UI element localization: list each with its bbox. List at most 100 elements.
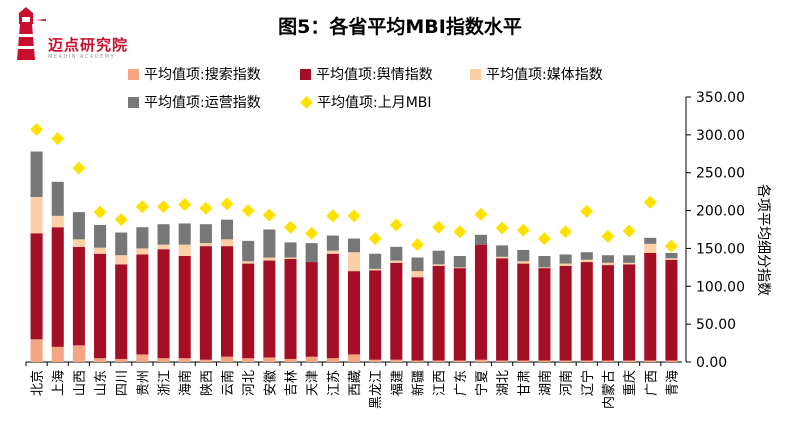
- bar-segment-operation: [178, 223, 191, 245]
- mbi-diamond-marker: [93, 205, 107, 219]
- bar-segment-search: [369, 359, 382, 362]
- x-tick-label: 云南: [220, 370, 236, 396]
- mbi-diamond-marker: [199, 201, 213, 215]
- bar-segment-operation: [115, 232, 128, 256]
- bar-segment-sentiment: [432, 265, 445, 361]
- bar-segment-sentiment: [496, 258, 509, 361]
- bar-segment-sentiment: [580, 262, 593, 361]
- mbi-diamond-marker: [559, 225, 573, 239]
- bar-segment-sentiment: [157, 249, 170, 359]
- mbi-diamond-marker: [30, 123, 44, 137]
- bar-segment-media: [623, 262, 636, 265]
- bar-segment-sentiment: [665, 259, 678, 361]
- bar-segment-operation: [538, 256, 551, 268]
- bar-segment-search: [136, 354, 149, 362]
- bar-segment-sentiment: [347, 271, 361, 355]
- bar-segment-search: [72, 345, 85, 362]
- y-tick-label: 250.00: [696, 166, 745, 182]
- bar-segment-search: [326, 358, 339, 362]
- x-tick-label: 山西: [73, 370, 88, 396]
- legend-swatch-operation: [128, 96, 139, 108]
- x-tick-label: 贵州: [136, 370, 151, 396]
- bar-segment-sentiment: [136, 254, 149, 355]
- bar-segment-media: [30, 196, 43, 234]
- bar-segment-operation: [263, 229, 276, 258]
- mbi-diamond-marker: [664, 239, 678, 253]
- bar-segment-media: [665, 258, 678, 260]
- y-tick-label: 100.00: [696, 279, 745, 295]
- bar-segment-sentiment: [517, 263, 530, 361]
- legend-label-sentiment: 平均值项:舆情指数: [316, 67, 433, 83]
- mbi-diamond-marker: [410, 238, 424, 252]
- bar-segment-sentiment: [242, 263, 255, 359]
- mbi-diamond-marker: [305, 226, 319, 240]
- bar-segment-operation: [221, 219, 234, 240]
- bar-segment-media: [390, 260, 403, 263]
- mbi-diamond-marker: [135, 200, 149, 214]
- x-tick-label: 黑龙江: [369, 370, 384, 409]
- bar-segment-sentiment: [178, 256, 191, 359]
- x-tick-label: 浙江: [158, 370, 173, 396]
- bar-segment-operation: [390, 246, 403, 261]
- bar-segment-search: [242, 358, 255, 362]
- mbi-diamond-marker: [432, 220, 446, 234]
- mbi-diamond-marker: [326, 209, 340, 223]
- bar-segment-media: [199, 243, 212, 247]
- bar-segment-sentiment: [305, 262, 318, 357]
- bar-segment-operation: [601, 255, 614, 263]
- bar-segment-search: [347, 354, 361, 362]
- bar-segment-sentiment: [369, 270, 382, 360]
- mbi-diamond-marker: [453, 225, 467, 239]
- bar-segment-media: [178, 244, 191, 256]
- x-tick-label: 广西: [644, 370, 659, 396]
- bar-segment-operation: [369, 253, 382, 269]
- x-tick-label: 广东: [454, 370, 469, 396]
- bar-segment-operation: [242, 240, 255, 262]
- bar-segment-operation: [136, 227, 149, 249]
- legend-label-last-month: 平均值项:上月MBI: [317, 95, 432, 111]
- bar-segment-media: [136, 248, 149, 255]
- bar-segment-operation: [665, 252, 678, 259]
- bar-segment-media: [432, 264, 445, 266]
- bar-segment-sentiment: [94, 253, 107, 359]
- y-tick-label: 350.00: [696, 90, 745, 106]
- bar-segment-search: [453, 360, 466, 362]
- mbi-diamond-marker: [643, 195, 657, 209]
- bar-segment-media: [496, 256, 509, 259]
- mbi-diamond-marker: [368, 232, 382, 246]
- bar-segment-sentiment: [51, 227, 64, 347]
- x-tick-label: 陕西: [200, 370, 215, 396]
- mbi-diamond-marker: [601, 229, 615, 243]
- x-tick-label: 上海: [52, 370, 67, 396]
- bar-segment-sentiment: [601, 265, 614, 361]
- bar-segment-media: [221, 239, 234, 247]
- bar-segment-sentiment: [623, 264, 636, 361]
- mbi-diamond-marker: [622, 224, 636, 238]
- x-tick-label: 内蒙古: [601, 370, 617, 409]
- bar-segment-search: [30, 339, 43, 362]
- bar-segment-sentiment: [644, 252, 657, 361]
- x-tick-label: 甘肃: [517, 370, 532, 396]
- logo: 迈点研究院 MEADIN ACADEMY: [6, 6, 146, 66]
- bar-segment-search: [538, 360, 551, 362]
- bar-segment-media: [347, 252, 361, 272]
- legend-item-sentiment: 平均值项:舆情指数: [300, 64, 433, 84]
- bar-segment-sentiment: [30, 233, 43, 340]
- bar-segment-media: [601, 262, 614, 266]
- x-tick-label: 江西: [433, 370, 448, 396]
- bar-segment-search: [517, 360, 530, 362]
- y-tick-label: 0.00: [696, 355, 727, 371]
- mbi-diamond-marker: [178, 198, 192, 212]
- bar-segment-media: [51, 215, 64, 228]
- y-tick-label: 50.00: [696, 317, 736, 333]
- x-tick-label: 湖南: [537, 370, 553, 396]
- bar-segment-search: [644, 360, 657, 362]
- bar-segment-media: [326, 250, 339, 254]
- mbi-diamond-marker: [114, 213, 128, 227]
- bar-segment-operation: [51, 181, 64, 216]
- bar-segment-sentiment: [474, 244, 487, 360]
- mbi-diamond-marker: [72, 161, 86, 175]
- legend-swatch-sentiment: [300, 68, 311, 80]
- bar-segment-sentiment: [221, 246, 234, 357]
- bar-segment-media: [538, 267, 551, 269]
